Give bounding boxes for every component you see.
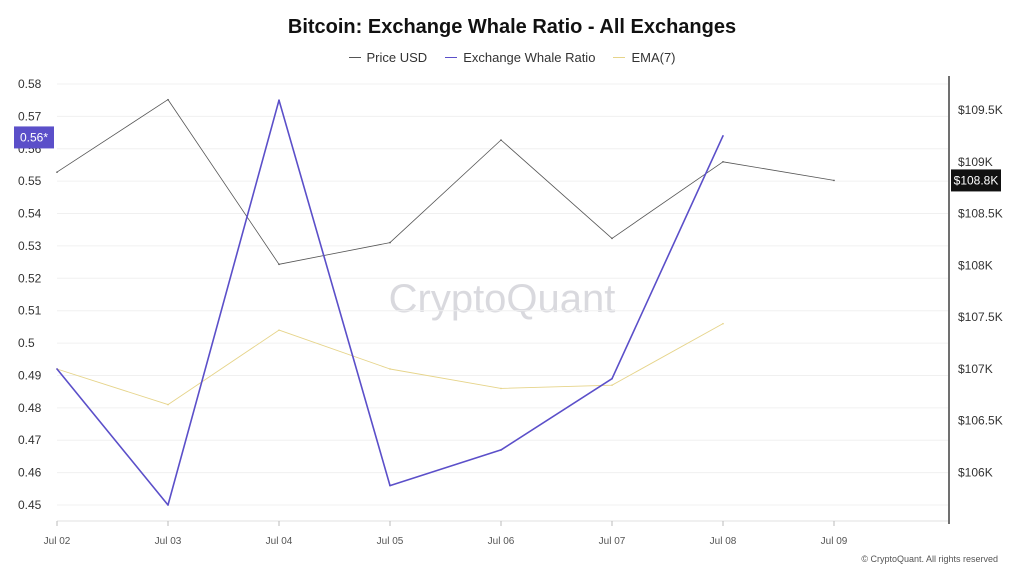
x-axis-tick-label: Jul 07 bbox=[599, 536, 626, 547]
chart-title: Bitcoin: Exchange Whale Ratio - All Exch… bbox=[287, 16, 737, 38]
left-axis-tick-label: 0.46 bbox=[18, 466, 42, 480]
ema7-point bbox=[611, 384, 613, 386]
price-usd-line[interactable] bbox=[56, 99, 835, 265]
ema7-point bbox=[722, 322, 724, 325]
x-axis-tick-label: Jul 04 bbox=[266, 536, 293, 547]
ema7-point bbox=[167, 403, 169, 406]
price-usd-point bbox=[389, 241, 391, 244]
watermark-text: CryptoQuant bbox=[389, 277, 616, 321]
x-axis-tick-label: Jul 03 bbox=[155, 536, 182, 547]
left-axis-tick-label: 0.49 bbox=[18, 368, 42, 382]
right-axis-value-badge-label: $108.8K bbox=[954, 173, 999, 187]
price-usd-point bbox=[278, 263, 280, 266]
chart-legend: Price USD Exchange Whale Ratio EMA(7) bbox=[0, 50, 1024, 65]
legend-swatch-whale-ratio bbox=[445, 57, 458, 58]
left-axis-value-badge-label: 0.56* bbox=[20, 130, 48, 144]
ema7-point bbox=[389, 368, 391, 370]
left-axis-tick-label: 0.54 bbox=[18, 207, 42, 221]
whale-ratio-point bbox=[167, 504, 169, 506]
left-axis-tick-label: 0.57 bbox=[18, 109, 42, 123]
whale-ratio-point bbox=[56, 368, 58, 370]
right-axis-tick-label: $106.5K bbox=[958, 414, 1003, 428]
legend-item-whale-ratio[interactable]: Exchange Whale Ratio bbox=[445, 50, 595, 65]
left-axis-tick-label: 0.52 bbox=[18, 271, 42, 285]
left-axis-tick-label: 0.47 bbox=[18, 433, 42, 447]
ema7-point bbox=[500, 387, 502, 390]
price-usd-point bbox=[833, 179, 835, 182]
price-usd-point bbox=[167, 98, 169, 101]
right-axis-tick-label: $108K bbox=[958, 258, 993, 272]
left-axis-tick-label: 0.45 bbox=[18, 498, 42, 512]
right-axis-value-badge bbox=[951, 169, 1001, 192]
right-axis-tick-label: $109K bbox=[958, 155, 993, 169]
left-axis-tick-label: 0.53 bbox=[18, 239, 42, 253]
legend-swatch-price bbox=[348, 57, 361, 58]
price-usd-point bbox=[500, 139, 502, 141]
x-axis-tick-label: Jul 06 bbox=[488, 536, 515, 547]
whale-ratio-point bbox=[500, 449, 502, 451]
x-axis-tick-label: Jul 09 bbox=[821, 536, 848, 547]
x-axis-tick-label: Jul 02 bbox=[44, 536, 71, 547]
price-usd-point bbox=[56, 171, 58, 173]
whale-ratio-point bbox=[278, 99, 280, 101]
copyright-credit: © CryptoQuant. All rights reserved bbox=[861, 554, 998, 564]
left-axis-tick-label: 0.51 bbox=[18, 304, 42, 318]
legend-label-whale-ratio: Exchange Whale Ratio bbox=[463, 50, 596, 65]
legend-label-ema: EMA(7) bbox=[631, 50, 676, 65]
x-axis-tick-label: Jul 08 bbox=[710, 536, 737, 547]
ema7-line[interactable] bbox=[56, 323, 724, 406]
right-axis-tick-label: $107K bbox=[958, 362, 993, 376]
right-axis-tick-label: $109.5K bbox=[958, 103, 1003, 117]
left-axis-tick-label: 0.55 bbox=[18, 174, 42, 188]
right-axis-tick-label: $106K bbox=[958, 466, 993, 480]
price-usd-point bbox=[611, 237, 613, 240]
left-axis-value-badge bbox=[14, 126, 54, 149]
left-axis-tick-label: 0.5 bbox=[18, 336, 35, 350]
right-axis-tick-label: $108.5K bbox=[958, 207, 1003, 221]
legend-item-ema[interactable]: EMA(7) bbox=[613, 50, 676, 65]
price-usd-point bbox=[722, 160, 724, 163]
x-axis-tick-label: Jul 05 bbox=[377, 536, 404, 547]
whale-ratio-point bbox=[389, 484, 391, 487]
left-axis-tick-label: 0.48 bbox=[18, 401, 42, 415]
legend-item-price[interactable]: Price USD bbox=[348, 50, 428, 65]
ema7-point bbox=[278, 329, 280, 331]
whale-ratio-point bbox=[722, 135, 724, 137]
legend-label-price: Price USD bbox=[366, 50, 428, 65]
right-axis-tick-label: $107.5K bbox=[958, 310, 1003, 324]
whale-ratio-point bbox=[611, 377, 613, 380]
left-axis-tick-label: 0.58 bbox=[18, 77, 42, 91]
legend-swatch-ema bbox=[613, 57, 626, 58]
